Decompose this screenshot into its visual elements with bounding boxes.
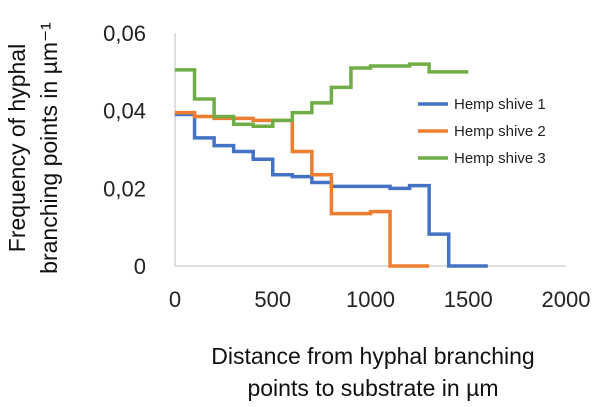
y-tick-label: 0,02 — [103, 176, 146, 201]
legend-label-2: Hemp shive 2 — [454, 123, 546, 140]
y-axis-title-line-1: Frequency of hyphal — [4, 44, 30, 252]
x-tick-labels: 0 500 1000 1500 2000 — [169, 287, 591, 312]
x-tick-label: 1500 — [444, 287, 493, 312]
y-axis-title-line-2: branching points in µm⁻¹ — [36, 22, 62, 274]
series-layer — [175, 62, 488, 268]
legend: Hemp shive 1 Hemp shive 2 Hemp shive 3 — [418, 96, 546, 167]
x-tick-label: 500 — [254, 287, 291, 312]
y-tick-label: 0,06 — [103, 21, 146, 46]
x-axis-title-line-1: Distance from hyphal branching — [211, 343, 534, 369]
legend-label-1: Hemp shive 1 — [454, 96, 546, 113]
x-tick-label: 1000 — [346, 287, 395, 312]
axes — [174, 33, 566, 267]
y-tick-label: 0,04 — [103, 99, 146, 124]
series-line-1 — [175, 112, 488, 268]
x-tick-label: 2000 — [542, 287, 591, 312]
y-tick-label: 0 — [134, 254, 146, 279]
series-line-3 — [175, 62, 469, 128]
x-tick-label: 0 — [169, 287, 181, 312]
x-axis-title-line-2: points to substrate in µm — [247, 375, 498, 401]
legend-label-3: Hemp shive 3 — [454, 150, 546, 167]
y-tick-labels: 0 0,02 0,04 0,06 — [103, 21, 146, 279]
